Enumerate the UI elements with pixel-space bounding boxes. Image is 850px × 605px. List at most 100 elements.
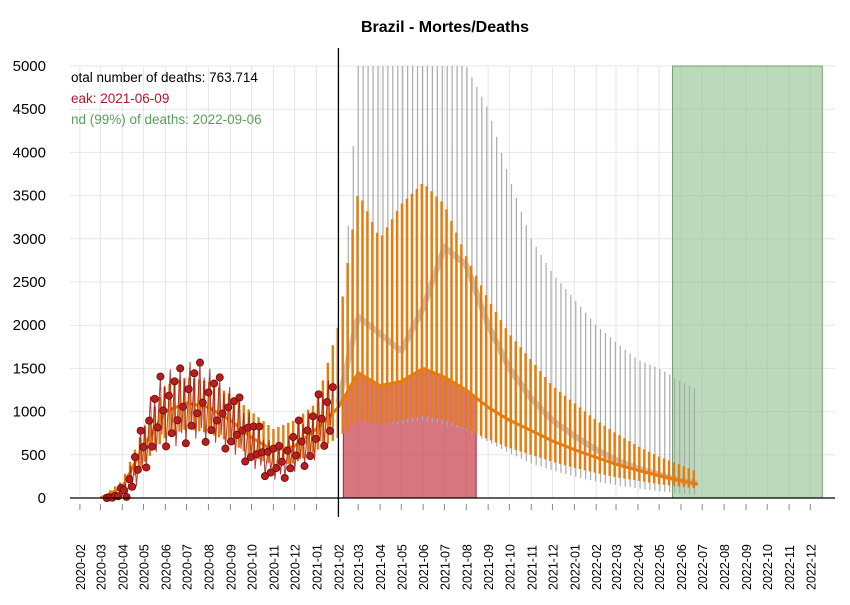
observed-point	[218, 409, 227, 418]
annotation-2: eak: 2021-06-09	[71, 91, 169, 106]
y-tick-label: 3500	[13, 188, 46, 205]
annotation-1: otal number of deaths: 763.714	[71, 70, 258, 85]
observed-point	[212, 416, 221, 425]
observed-point	[173, 416, 182, 425]
observed-point	[201, 437, 210, 446]
fit-line	[99, 367, 699, 500]
x-tick-label: 2021-03	[352, 544, 366, 590]
x-tick-label: 2022-12	[804, 544, 818, 590]
observed-point	[297, 437, 306, 446]
x-tick-label: 2022-02	[590, 544, 604, 590]
observed-point	[190, 369, 199, 378]
observed-point	[317, 414, 326, 423]
observed-point	[314, 390, 323, 399]
observed-point	[159, 406, 168, 415]
observed-point	[286, 464, 295, 473]
observed-point	[224, 403, 233, 412]
observed-point	[229, 397, 238, 406]
observed-point	[204, 388, 213, 397]
observed-point	[283, 446, 292, 455]
x-tick-label: 2020-04	[116, 544, 130, 590]
observed-point	[133, 465, 142, 474]
observed-point	[176, 364, 185, 373]
x-tick-label: 2021-02	[332, 544, 346, 590]
observed-point	[294, 416, 303, 425]
observed-point	[114, 492, 123, 501]
x-tick-label: 2022-06	[675, 544, 689, 590]
observed-point	[145, 416, 154, 425]
chart-title: Brazil - Mortes/Deaths	[361, 19, 529, 36]
x-tick-label: 2020-11	[267, 545, 281, 590]
observed-point	[227, 437, 236, 446]
x-tick-label: 2021-08	[460, 544, 474, 590]
observed-point	[164, 391, 173, 400]
y-tick-label: 1000	[13, 404, 46, 421]
y-tick-label: 2500	[13, 274, 46, 291]
observed-point	[300, 462, 309, 471]
x-tick-label: 2021-01	[311, 544, 325, 590]
observed-point	[272, 464, 281, 473]
observed-point	[162, 442, 171, 451]
y-tick-label: 3000	[13, 231, 46, 248]
x-tick-label: 2021-07	[438, 544, 452, 590]
y-tick-label: 0	[38, 490, 46, 507]
observed-point	[179, 402, 188, 411]
y-tick-label: 4000	[13, 144, 46, 161]
observed-point	[306, 452, 315, 461]
observed-point	[241, 457, 250, 466]
observed-point	[142, 463, 151, 472]
y-tick-label: 2000	[13, 317, 46, 334]
observed-point	[232, 430, 241, 439]
observed-point	[328, 383, 337, 392]
observed-point	[125, 475, 134, 484]
x-tick-label: 2022-08	[718, 544, 732, 590]
observed-point	[136, 426, 145, 435]
observed-point	[215, 373, 224, 382]
y-tick-label: 4500	[13, 101, 46, 118]
observed-point	[260, 472, 269, 481]
x-tick-label: 2020-05	[137, 544, 151, 590]
observed-point	[308, 412, 317, 421]
x-tick-label: 2020-06	[159, 544, 173, 590]
observed-point	[266, 468, 275, 477]
x-tick-label: 2021-05	[395, 544, 409, 590]
x-tick-label: 2020-03	[94, 544, 108, 590]
observed-point	[139, 443, 148, 452]
x-tick-label: 2022-07	[696, 544, 710, 590]
observed-point	[235, 393, 244, 402]
observed-point	[187, 421, 196, 430]
observed-point	[147, 442, 156, 451]
y-tick-label: 1500	[13, 360, 46, 377]
x-tick-label: 2021-04	[374, 544, 388, 590]
observed-point	[150, 394, 159, 403]
x-tick-label: 2020-09	[224, 544, 238, 590]
x-tick-label: 2021-10	[503, 544, 517, 590]
observed-point	[167, 429, 176, 438]
observed-point	[181, 439, 190, 448]
observed-point	[184, 385, 193, 394]
observed-point	[156, 372, 165, 381]
x-tick-label: 2020-08	[202, 544, 216, 590]
observed-point	[128, 482, 137, 491]
observed-point	[311, 434, 320, 443]
observed-point	[325, 426, 334, 435]
x-tick-label: 2021-06	[417, 544, 431, 590]
observed-point	[277, 457, 286, 466]
observed-point	[119, 485, 128, 494]
x-tick-label: 2022-01	[568, 544, 582, 590]
annotation-3: nd (99%) of deaths: 2022-09-06	[71, 112, 262, 127]
end-region	[672, 65, 823, 499]
x-tick-label: 2022-10	[761, 544, 775, 590]
observed-point	[289, 433, 298, 442]
observed-point	[255, 422, 264, 431]
x-tick-label: 2020-02	[74, 544, 88, 590]
x-tick-label: 2022-09	[740, 544, 754, 590]
observed-point	[198, 398, 207, 407]
observed-point	[130, 453, 139, 462]
y-tick-label: 500	[21, 447, 46, 464]
x-tick-label: 2021-12	[546, 544, 560, 590]
x-tick-label: 2022-05	[653, 544, 667, 590]
observed-point	[292, 451, 301, 460]
